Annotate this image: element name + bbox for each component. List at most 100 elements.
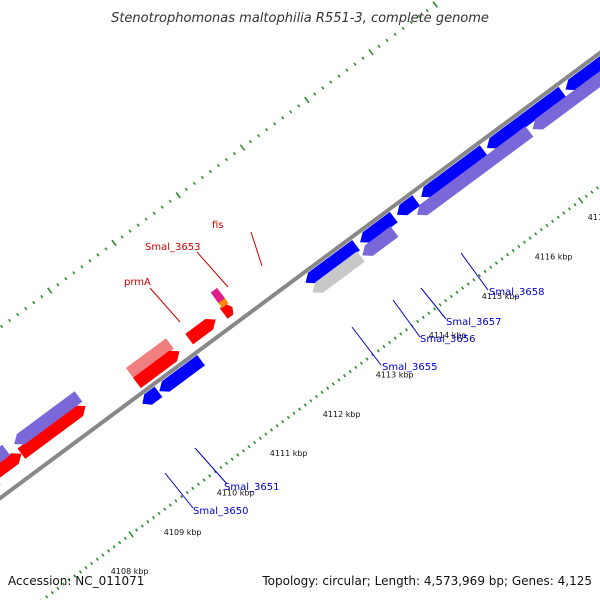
outer-tick-mark [329, 80, 333, 84]
inner-tick-mark [292, 411, 296, 415]
cds-rev-light-g [417, 126, 534, 216]
inner-tick-mark [50, 590, 54, 595]
inner-tick-mark [577, 197, 584, 204]
inner-tick-mark [584, 194, 588, 199]
tick-label: 4112 kbp [323, 410, 361, 419]
tick-label: 4117 kbp [588, 213, 600, 222]
outer-tick-mark [239, 144, 246, 151]
leader-line [420, 287, 447, 320]
outer-tick-mark [257, 134, 261, 138]
outer-tick-mark [345, 68, 349, 72]
inner-tick-mark [534, 232, 538, 236]
inner-tick-mark [354, 365, 358, 370]
outer-tick-mark [401, 26, 405, 31]
cds-smal-3655 [305, 240, 360, 284]
cds-left-rev-light-a [0, 444, 11, 463]
inner-tick-mark [539, 228, 543, 232]
cds-rev-f [565, 56, 600, 91]
inner-tick-mark [241, 449, 245, 453]
outer-tick-mark [0, 324, 4, 329]
inner-tick-mark [343, 374, 347, 378]
inner-tick-mark [208, 474, 212, 478]
inner-tick-mark [275, 424, 279, 428]
inner-tick-mark [163, 507, 167, 511]
inner-tick-mark [219, 465, 223, 470]
inner-tick-mark [399, 332, 403, 336]
genome-summary-text: Topology: circular; Length: 4,573,969 bp… [261, 574, 592, 588]
inner-tick-mark [545, 223, 549, 228]
outer-tick-mark [24, 306, 28, 311]
inner-tick-mark [95, 557, 99, 561]
inner-tick-mark [230, 457, 234, 461]
inner-tick-mark [236, 453, 240, 457]
gene-label: fis [212, 220, 224, 231]
inner-tick-mark [180, 495, 184, 499]
inner-tick-mark [477, 273, 482, 278]
inner-tick-mark [106, 549, 111, 553]
accession-text: Accession: NC_011071 [8, 574, 144, 588]
outer-tick-mark [224, 157, 229, 162]
inner-tick-mark [112, 545, 116, 549]
outer-tick-mark [216, 163, 220, 168]
inner-tick-mark [461, 286, 465, 290]
leader-line [351, 326, 382, 366]
outer-tick-mark [184, 187, 188, 192]
inner-tick-mark [123, 536, 127, 541]
cds-left-b [17, 405, 86, 459]
inner-tick-mark [359, 361, 363, 365]
inner-tick-mark [573, 202, 577, 207]
inner-tick-mark [331, 382, 335, 386]
outer-tick-mark [289, 110, 293, 114]
outer-tick-mark [232, 151, 237, 156]
inner-tick-mark [264, 432, 268, 436]
inner-tick-mark [438, 303, 442, 307]
inner-tick-mark [118, 540, 122, 545]
inner-tick-mark [382, 344, 386, 349]
tick-label: 4110 kbp [217, 489, 255, 498]
inner-tick-mark [56, 586, 60, 591]
outer-tick-mark [321, 86, 325, 90]
outer-tick-mark [337, 74, 341, 78]
inner-tick-mark [517, 244, 521, 249]
inner-tick-mark [253, 440, 257, 445]
inner-tick-mark [168, 503, 172, 507]
inner-tick-mark [483, 269, 487, 274]
outer-tick-mark [40, 294, 44, 299]
inner-tick-mark [466, 282, 470, 286]
inner-tick-mark [500, 257, 504, 261]
inner-tick-mark [416, 319, 420, 324]
tick-label: 4108 kbp [111, 567, 149, 576]
leader-line [250, 231, 263, 267]
inner-tick-mark [320, 390, 324, 395]
inner-tick-mark [101, 553, 105, 557]
gene-label: Smal_3657 [446, 317, 501, 328]
outer-tick-mark [96, 253, 100, 257]
gene-label: Smal_3656 [420, 334, 475, 345]
inner-tick-mark [376, 349, 380, 353]
inner-tick-mark [73, 574, 77, 578]
cds-left-rev-light-b [14, 391, 83, 445]
cds-rev-d [421, 145, 488, 198]
inner-tick-mark [146, 520, 150, 524]
outer-tick-mark [409, 20, 413, 25]
outer-tick-mark [304, 96, 310, 104]
gene-label: Smal_3650 [193, 506, 248, 517]
inner-tick-mark [455, 290, 459, 294]
tick-label: 4113 kbp [376, 371, 414, 380]
leader-line [460, 252, 489, 291]
cds-rev-e [486, 86, 567, 149]
cds-rev-light-h [532, 70, 600, 130]
inner-tick-mark [404, 328, 408, 332]
inner-tick-mark [528, 236, 532, 240]
tick-label: 4111 kbp [270, 449, 308, 458]
outer-tick-mark [64, 277, 68, 281]
cds-fis [219, 304, 234, 319]
leader-line [392, 299, 421, 338]
outer-tick-mark [32, 300, 36, 305]
gene-label: Smal_3651 [224, 482, 279, 493]
inner-tick-mark [225, 461, 229, 466]
inner-tick-mark [494, 261, 498, 265]
outer-tick-mark [281, 116, 285, 120]
outer-tick-mark [88, 259, 92, 263]
outer-tick-mark [200, 175, 204, 180]
